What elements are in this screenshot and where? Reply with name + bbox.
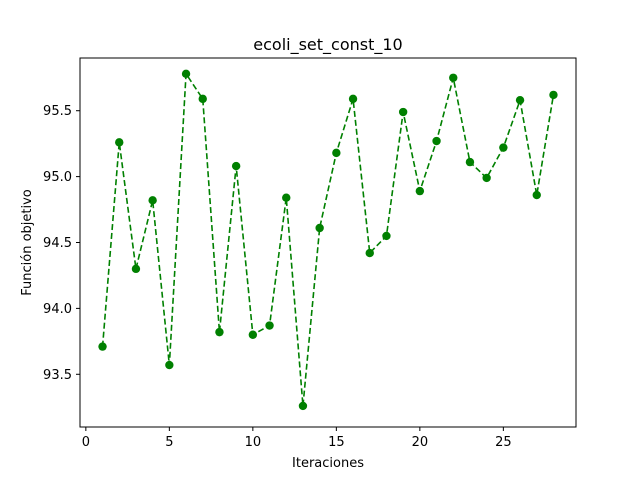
data-point <box>115 138 124 147</box>
data-point <box>348 94 358 104</box>
y-axis: 93.5 94.0 94.5 95.0 95.5 <box>43 104 80 383</box>
data-point <box>515 95 525 105</box>
data-point <box>382 231 391 241</box>
data-point <box>231 161 241 171</box>
chart-title: ecoli_set_const_10 <box>253 35 402 55</box>
x-axis: 0 5 10 15 20 25 <box>82 427 512 450</box>
x-tick-label: 25 <box>495 435 512 450</box>
data-point <box>415 186 425 196</box>
data-point <box>248 330 258 339</box>
x-tick-label: 20 <box>412 435 429 450</box>
y-tick-label: 95.0 <box>43 170 72 185</box>
x-tick-label: 15 <box>328 435 345 450</box>
y-tick-label: 95.5 <box>43 104 72 119</box>
data-point <box>131 264 141 274</box>
y-tick-label: 94.0 <box>43 302 72 317</box>
data-point <box>449 73 458 82</box>
y-tick-label: 94.5 <box>43 236 72 251</box>
y-axis-title: Función objetivo <box>20 189 35 296</box>
data-point <box>282 193 291 202</box>
data-point <box>315 223 324 233</box>
data-point <box>181 69 191 79</box>
data-point <box>215 327 224 337</box>
x-tick-label: 0 <box>82 435 90 450</box>
data-point <box>98 342 107 351</box>
data-point <box>332 148 341 158</box>
data-point <box>298 401 308 411</box>
data-point <box>432 136 441 146</box>
data-point <box>549 90 558 100</box>
data-point <box>165 360 174 370</box>
series-line <box>101 71 555 406</box>
data-point <box>465 157 475 167</box>
data-point <box>198 94 207 104</box>
x-tick-label: 5 <box>165 435 173 450</box>
x-tick-label: 10 <box>245 435 262 450</box>
data-point <box>532 190 541 200</box>
y-tick-label: 93.5 <box>43 368 72 383</box>
data-point <box>365 248 374 258</box>
data-point <box>398 107 408 117</box>
data-point <box>148 196 157 205</box>
data-point <box>265 321 274 330</box>
plot-area <box>98 69 558 411</box>
data-point <box>499 143 508 152</box>
x-axis-title: Iteraciones <box>292 456 364 471</box>
data-point <box>482 173 491 183</box>
